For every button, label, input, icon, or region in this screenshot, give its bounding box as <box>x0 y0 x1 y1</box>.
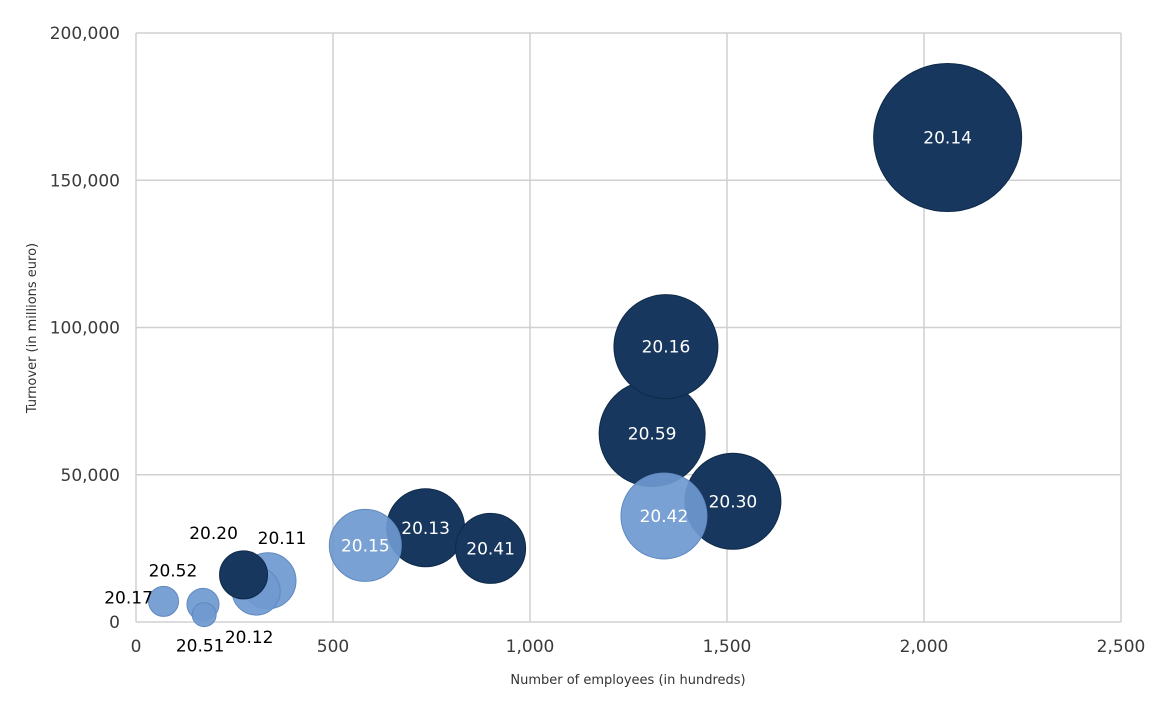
bubble-label-20-51: 20.51 <box>176 637 225 657</box>
bubble-20-17 <box>148 585 180 617</box>
bubble-20-14 <box>873 63 1023 213</box>
x-axis-title: Number of employees (in hundreds) <box>510 673 745 688</box>
bubble-20-15 <box>328 508 402 582</box>
bubble-label-20-14: 20.14 <box>923 129 972 149</box>
bubble-20-20 <box>219 550 269 600</box>
bubble-labels: 20.14 20.16 20.59 20.30 20.42 20.13 20.41 20.15… <box>104 129 972 657</box>
y-axis-title: Turnover (in millions euro) <box>25 243 40 414</box>
y-tick-label-2: 100,000 <box>50 319 120 339</box>
bubble-label-20-15: 20.15 <box>341 536 390 556</box>
y-tick-label-3: 150,000 <box>50 171 120 191</box>
x-tick-label-5: 2,500 <box>1097 637 1146 657</box>
x-tick-label-3: 1,500 <box>703 637 752 657</box>
bubble-label-20-11: 20.11 <box>258 529 307 549</box>
bubble-20-42 <box>620 472 708 560</box>
bubble-label-20-41: 20.41 <box>466 539 515 559</box>
bubble-label-20-59: 20.59 <box>628 425 677 445</box>
y-tick-label-0: 0 <box>109 613 120 633</box>
y-axis-ticks: 0 50,000 100,000 150,000 200,000 <box>50 24 120 633</box>
x-tick-label-0: 0 <box>131 637 142 657</box>
x-axis-ticks: 0 500 1,000 1,500 2,000 2,500 <box>131 637 1146 657</box>
bubble-label-20-16: 20.16 <box>642 338 691 358</box>
bubble-label-20-52: 20.52 <box>149 561 198 581</box>
bubble-20-51 <box>191 602 217 628</box>
bubble-label-20-42: 20.42 <box>640 507 689 527</box>
bubble-label-20-12: 20.12 <box>225 628 274 648</box>
x-tick-label-2: 1,000 <box>506 637 555 657</box>
bubble-20-16 <box>613 294 719 400</box>
y-tick-label-1: 50,000 <box>61 466 120 486</box>
y-tick-label-4: 200,000 <box>50 24 120 44</box>
x-tick-label-1: 500 <box>317 637 349 657</box>
bubbles <box>148 63 1023 628</box>
x-tick-label-4: 2,000 <box>900 637 949 657</box>
bubble-label-20-30: 20.30 <box>709 492 758 512</box>
bubble-20-41 <box>455 512 527 584</box>
bubble-label-20-17: 20.17 <box>104 588 153 608</box>
bubble-label-20-13: 20.13 <box>401 519 450 539</box>
bubble-label-20-20: 20.20 <box>189 524 238 544</box>
